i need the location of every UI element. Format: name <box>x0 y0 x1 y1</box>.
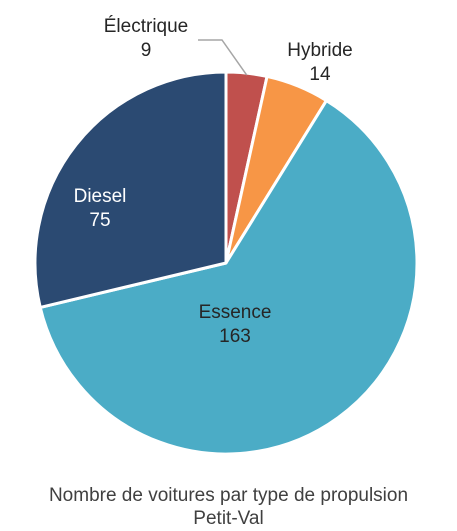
slice-label-0: Électrique 9 <box>104 16 189 61</box>
slice-label-3: Diesel 75 <box>74 186 127 231</box>
pie-slice-essence <box>38 99 419 456</box>
chart-subtitle: Petit-Val <box>193 508 264 529</box>
slice-value-label: 75 <box>89 210 110 231</box>
pie-slice-diesel <box>33 70 228 309</box>
slice-category-label: Hybride <box>287 40 352 61</box>
chart-caption: Nombre de voitures par type de propulsio… <box>0 484 457 530</box>
slice-value-label: 163 <box>219 326 251 347</box>
pie-chart-plot: Électrique 9 Hybride 14 Essence 163 Diesel 75 <box>33 16 419 456</box>
slice-labels: Électrique 9 Hybride 14 Essence 163 Diesel 75 <box>74 16 353 347</box>
chart-title: Nombre de voitures par type de propulsio… <box>48 485 409 506</box>
slice-category-label: Électrique <box>104 16 189 37</box>
slice-value-label: 9 <box>141 40 152 61</box>
pie-slices <box>33 70 419 456</box>
slice-value-label: 14 <box>309 64 331 85</box>
slice-label-2: Essence 163 <box>199 302 272 347</box>
leader-line <box>198 39 248 76</box>
slice-category-label: Essence <box>199 302 272 323</box>
slice-category-label: Diesel <box>74 186 127 207</box>
slice-label-1: Hybride 14 <box>287 40 352 85</box>
leader-lines <box>198 39 248 76</box>
